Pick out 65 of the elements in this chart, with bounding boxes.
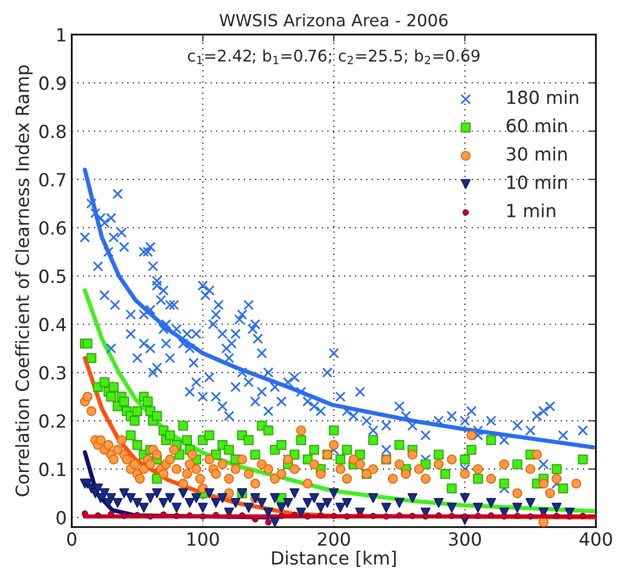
legend-label: 30 min (506, 146, 567, 161)
point (94, 512, 102, 519)
y-tick-label: 0.4 (39, 318, 66, 332)
point (121, 512, 128, 520)
point (514, 512, 520, 520)
point (226, 512, 232, 520)
point (501, 513, 508, 520)
line-series (82, 168, 596, 450)
point (540, 512, 547, 519)
y-tick-label: 0.1 (39, 462, 66, 476)
point (344, 513, 350, 520)
point (265, 519, 272, 526)
y-tick-label: 0.2 (39, 414, 66, 428)
point (238, 512, 246, 519)
chart-title: WWSIS Arizona Area - 2006 (220, 14, 448, 26)
legend-label: 1 min (507, 203, 556, 218)
point (82, 510, 88, 517)
point (474, 512, 482, 520)
point (330, 512, 337, 520)
legend-label: 60 min (506, 118, 567, 132)
point (212, 512, 220, 518)
point (186, 512, 193, 519)
point (422, 513, 429, 520)
y-tick-label: 0.5 (39, 269, 66, 284)
y-tick-label: 0.6 (39, 221, 66, 235)
point (108, 510, 114, 518)
y-tick-label: 0.9 (39, 76, 66, 90)
point (291, 512, 298, 518)
point (488, 512, 494, 519)
point (356, 512, 364, 518)
point (200, 513, 206, 520)
x-axis-title: Distance [km] (272, 550, 396, 567)
point (147, 513, 154, 520)
point (566, 513, 573, 520)
point (173, 512, 180, 520)
y-tick-label: 0.8 (39, 124, 66, 138)
point (448, 512, 455, 520)
text: c$_{1}$=2.42; b$_{1}$=0.76; c$_{2}$=25.5; b$_{2}$=0.69 (188, 49, 480, 64)
point (436, 512, 442, 519)
point (383, 513, 390, 520)
line-series (82, 288, 596, 514)
point (370, 512, 376, 520)
y-axis-title: Correlation Coefficient of Clearness Index Ramp (15, 65, 33, 496)
y-tick-label: 0 (56, 510, 66, 524)
point (134, 512, 140, 518)
y-tick-label: 1 (57, 28, 66, 42)
y-tick-label: 0.3 (39, 366, 66, 380)
legend-label: 10 min (507, 175, 567, 190)
y-tick-label: 0.7 (39, 172, 66, 187)
point (527, 513, 534, 520)
x-tick-label: 400 (580, 532, 612, 546)
point (318, 512, 324, 519)
point (252, 516, 258, 522)
point (304, 513, 311, 520)
x-tick-label: 200 (318, 532, 350, 546)
point (160, 511, 167, 518)
x-tick-label: 0 (67, 532, 76, 546)
legend-label: 180 min (507, 90, 578, 104)
point (553, 512, 560, 520)
point (580, 512, 586, 520)
point (396, 512, 403, 519)
x-tick-label: 100 (188, 532, 219, 546)
x-tick-label: 300 (449, 532, 481, 546)
point (278, 512, 285, 520)
point (409, 512, 416, 520)
